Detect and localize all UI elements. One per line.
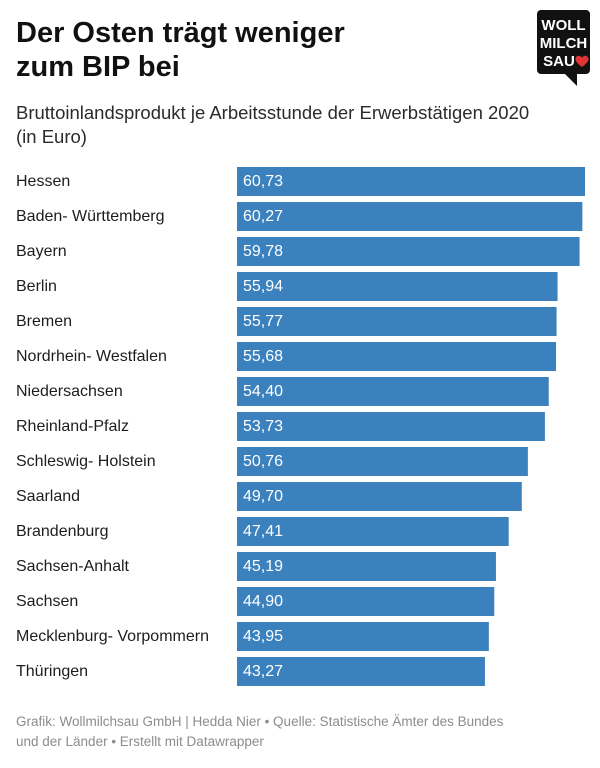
bar-chart: Hessen 60,73 Baden- Württemberg 60,27 Bayern…	[16, 167, 585, 686]
value-label: 59,78	[243, 243, 283, 260]
category-label: Saarland	[16, 488, 80, 505]
value-label: 43,95	[243, 628, 283, 645]
category-label: Sachsen	[16, 593, 78, 610]
category-label: Nordrhein- Westfalen	[16, 348, 167, 365]
category-label: Thüringen	[16, 663, 88, 680]
bar	[237, 377, 549, 406]
value-label: 55,77	[243, 313, 283, 330]
category-label: Rheinland-Pfalz	[16, 418, 129, 435]
category-label: Baden- Württemberg	[16, 208, 165, 225]
category-label: Mecklenburg- Vorpommern	[16, 628, 209, 645]
bar	[237, 202, 583, 231]
chart-subtitle: Bruttoinlandsprodukt je Arbeitsstunde de…	[16, 101, 586, 149]
value-label: 45,19	[243, 558, 283, 575]
bar	[237, 342, 557, 371]
footer-credit-line2: und der Länder • Erstellt mit Datawrappe…	[16, 734, 264, 749]
value-label: 54,40	[243, 383, 283, 400]
bar	[237, 517, 509, 546]
value-label: 50,76	[243, 453, 283, 470]
logo-text-line3: SAU	[543, 53, 575, 70]
bar	[237, 237, 580, 266]
wollmilchsau-logo: WOLL MILCH SAU	[537, 10, 590, 86]
chart-title: Der Osten trägt weniger zum BIP bei	[16, 16, 456, 84]
bar	[237, 412, 545, 441]
category-label: Bremen	[16, 313, 72, 330]
value-label: 60,27	[243, 208, 283, 225]
logo-text-line2: MILCH	[540, 35, 588, 52]
heart-icon	[575, 55, 589, 67]
bar	[237, 272, 558, 301]
category-label: Niedersachsen	[16, 383, 123, 400]
bar	[237, 167, 585, 196]
value-label: 47,41	[243, 523, 283, 540]
chart-title-line1: Der Osten trägt weniger	[16, 17, 345, 49]
bar	[237, 482, 522, 511]
category-label: Schleswig- Holstein	[16, 453, 156, 470]
value-label: 44,90	[243, 593, 283, 610]
category-label: Berlin	[16, 278, 57, 295]
bar	[237, 307, 557, 336]
value-label: 43,27	[243, 663, 283, 680]
bar	[237, 622, 489, 651]
value-label: 49,70	[243, 488, 283, 505]
value-label: 60,73	[243, 173, 283, 190]
category-label: Bayern	[16, 243, 67, 260]
value-label: 55,94	[243, 278, 283, 295]
chart-subtitle-line1: Bruttoinlandsprodukt je Arbeitsstunde de…	[16, 102, 530, 123]
bar	[237, 552, 496, 581]
value-label: 53,73	[243, 418, 283, 435]
bar	[237, 587, 495, 616]
category-label: Brandenburg	[16, 523, 109, 540]
chart-title-line2: zum BIP bei	[16, 51, 180, 83]
logo-speech-bubble	[537, 10, 590, 86]
bar	[237, 447, 528, 476]
chart-subtitle-line2: (in Euro)	[16, 126, 87, 147]
category-label: Hessen	[16, 173, 70, 190]
category-label: Sachsen-Anhalt	[16, 558, 130, 575]
logo-text-line1: WOLL	[541, 17, 585, 34]
footer-credit-line1: Grafik: Wollmilchsau GmbH | Hedda Nier •…	[16, 714, 504, 729]
bar	[237, 657, 485, 686]
value-label: 55,68	[243, 348, 283, 365]
chart-footer: Grafik: Wollmilchsau GmbH | Hedda Nier •…	[16, 712, 586, 752]
